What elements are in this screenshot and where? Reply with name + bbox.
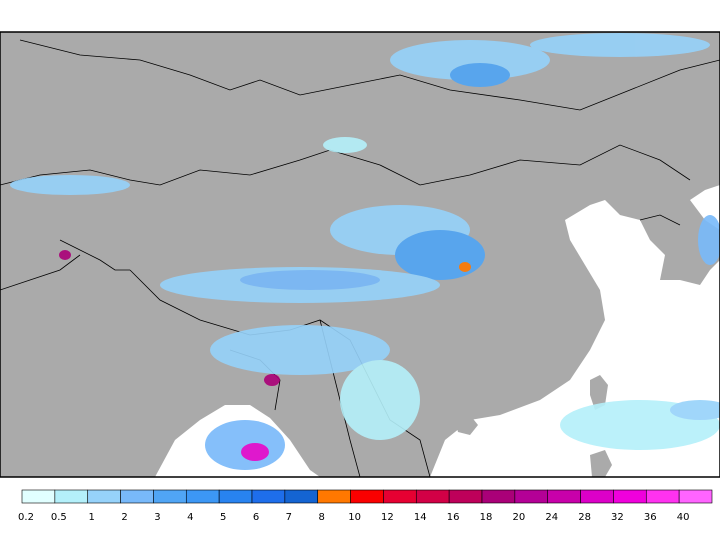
- legend-swatch: [218, 489, 253, 504]
- legend-tick-label: 4: [187, 512, 193, 523]
- legend-tick-label: 2: [121, 512, 127, 523]
- border: [19, 39, 720, 111]
- rain-core: [241, 443, 269, 461]
- legend-tick-label: 5: [220, 512, 226, 523]
- island: [455, 415, 478, 435]
- border: [59, 239, 130, 271]
- border: [639, 214, 681, 226]
- legend-swatch: [153, 489, 187, 504]
- legend-tick-label: 28: [578, 512, 591, 523]
- legend-swatch: [415, 489, 450, 504]
- legend-tick-label: 36: [644, 512, 657, 523]
- legend-tick-label: 1: [89, 512, 95, 523]
- legend-tick-label: 18: [480, 512, 493, 523]
- legend-swatch: [317, 489, 351, 504]
- legend-tick-label: 40: [677, 512, 690, 523]
- legend-tick-label: 0.2: [18, 512, 34, 523]
- rain-core: [459, 262, 471, 272]
- rain-core: [264, 374, 280, 386]
- legend-tick-label: 32: [611, 512, 624, 523]
- map: [0, 31, 720, 478]
- color-legend: 0.2 0.5 1 2 3 4 5 6 7 8 10 12 14 16 18 20 24 28 32 36 40: [18, 489, 713, 523]
- rain-area: [205, 420, 285, 470]
- legend-swatch: [481, 489, 516, 504]
- legend-swatch: [383, 489, 417, 504]
- legend-swatch: [284, 489, 319, 504]
- legend-swatch: [448, 489, 483, 504]
- legend-tick-label: 7: [286, 512, 292, 523]
- rain-area: [395, 230, 485, 280]
- legend-swatch: [120, 489, 154, 504]
- border: [0, 254, 81, 291]
- map-frame: [0, 31, 720, 478]
- legend-tick-label: 16: [447, 512, 460, 523]
- rain-area: [450, 63, 510, 87]
- legend-swatch: [350, 489, 384, 504]
- legend-swatch: [547, 489, 581, 504]
- legend-tick-label: 12: [381, 512, 394, 523]
- rain-area: [240, 270, 380, 290]
- legend-swatch: [87, 489, 121, 504]
- rain-area: [390, 40, 550, 80]
- island: [590, 375, 608, 410]
- rain-area: [530, 33, 710, 57]
- legend-swatch: [645, 489, 680, 504]
- legend-tick-label: 8: [319, 512, 325, 523]
- legend-swatch: [613, 489, 647, 504]
- legend-swatch: [251, 489, 286, 504]
- legend-tick-label: 10: [348, 512, 361, 523]
- rain-area: [323, 137, 367, 153]
- rain-area: [670, 400, 720, 420]
- legend-tick-label: 6: [253, 512, 259, 523]
- legend-tick-label: 20: [512, 512, 525, 523]
- legend-tick-label: 0.5: [51, 512, 67, 523]
- legend-tick-label: 3: [154, 512, 160, 523]
- precipitation: [10, 33, 720, 470]
- legend-tick-label: 14: [414, 512, 427, 523]
- legend-swatch: [678, 489, 713, 504]
- legend-swatch: [185, 489, 220, 504]
- rain-area: [340, 360, 420, 440]
- land: [0, 395, 40, 477]
- island: [590, 450, 612, 477]
- legend-tick-label: 24: [545, 512, 558, 523]
- legend-swatch: [54, 489, 89, 504]
- rain-area: [698, 215, 720, 265]
- legend-swatch: [580, 489, 614, 504]
- rain-core: [59, 250, 71, 260]
- rain-area: [210, 325, 390, 375]
- legend-swatch: [21, 489, 56, 504]
- legend-swatch: [514, 489, 549, 504]
- rain-area: [10, 175, 130, 195]
